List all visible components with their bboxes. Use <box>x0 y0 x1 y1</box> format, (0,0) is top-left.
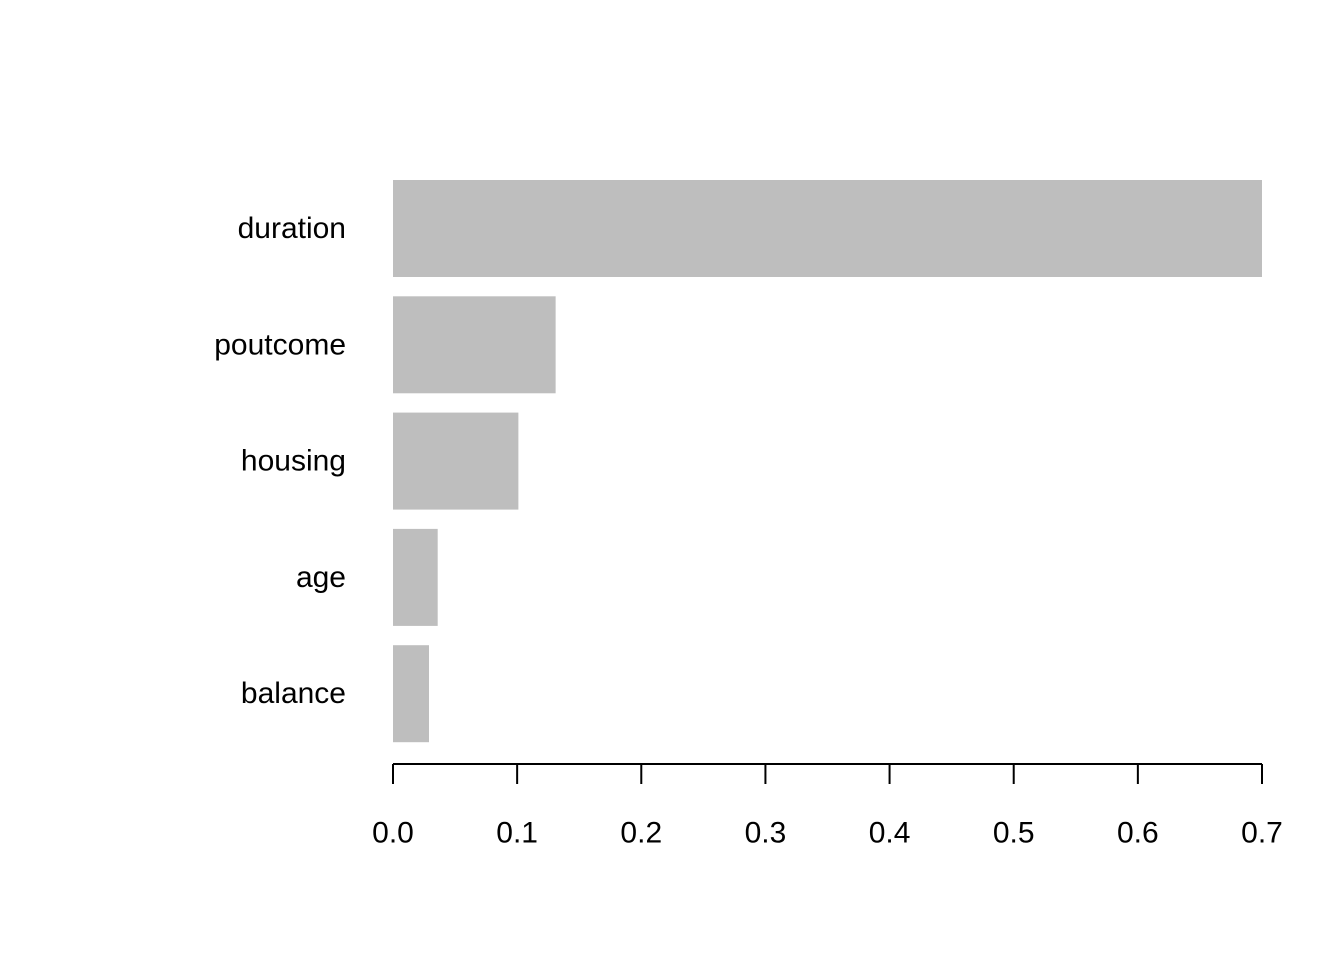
x-tick-label: 0.5 <box>993 817 1035 850</box>
bars <box>393 180 1262 743</box>
x-tick-label: 0.0 <box>372 817 414 850</box>
bar-housing <box>393 412 519 510</box>
x-tick-label: 0.3 <box>745 817 787 850</box>
category-label-housing: housing <box>241 445 346 478</box>
category-label-balance: balance <box>241 677 346 710</box>
bar-duration <box>393 180 1262 277</box>
bar-age <box>393 528 438 626</box>
x-tick-label: 0.2 <box>620 817 662 850</box>
x-tick-label: 0.1 <box>496 817 538 850</box>
x-axis: 0.0 0.1 0.2 0.3 0.4 0.5 0.6 0.7 <box>372 763 1283 850</box>
x-tick-label: 0.6 <box>1117 817 1159 850</box>
x-tick-label: 0.7 <box>1241 817 1283 850</box>
category-label-age: age <box>296 561 346 594</box>
bar-poutcome <box>393 296 556 394</box>
x-tick-label: 0.4 <box>869 817 911 850</box>
category-label-duration: duration <box>238 212 346 245</box>
category-label-poutcome: poutcome <box>214 328 346 361</box>
category-labels: duration poutcome housing age balance <box>214 212 346 710</box>
bar-balance <box>393 645 430 743</box>
